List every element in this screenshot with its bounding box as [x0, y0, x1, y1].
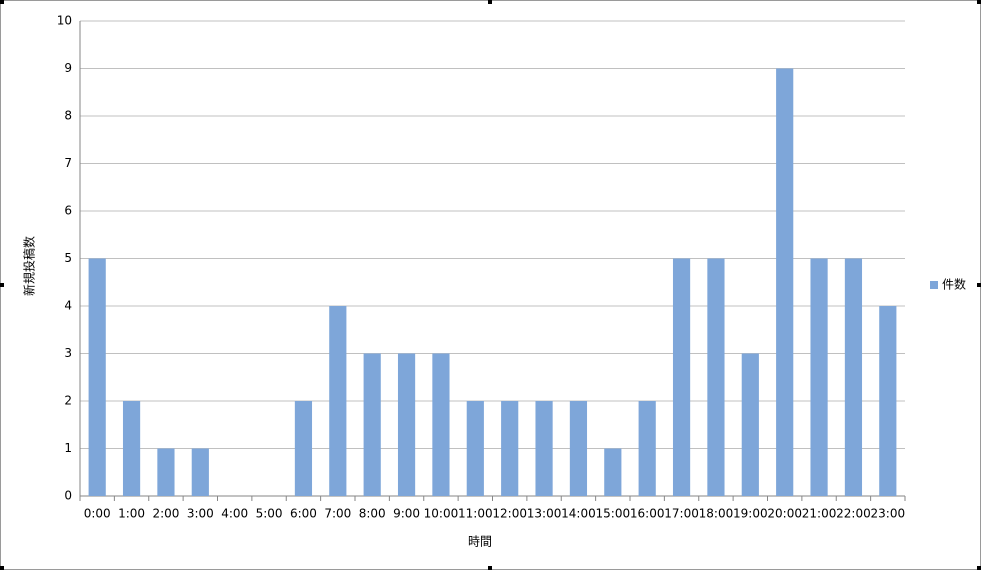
y-axis-title: 新規投稿数 [22, 236, 37, 296]
x-tick-label: 9:00 [393, 507, 420, 521]
y-tick-label: 9 [64, 61, 72, 75]
x-tick-label: 2:00 [152, 507, 179, 521]
x-tick-label: 18:00 [699, 507, 734, 521]
x-tick-label: 23:00 [871, 507, 906, 521]
bar [604, 448, 622, 496]
y-tick-label: 5 [64, 251, 72, 265]
bar [294, 401, 313, 496]
x-tick-label: 1:00 [118, 507, 145, 521]
x-tick-label: 21:00 [802, 507, 837, 521]
bar [432, 353, 450, 496]
x-tick-label: 19:00 [733, 507, 768, 521]
bar [88, 258, 106, 496]
y-tick-label: 8 [64, 109, 72, 123]
bar [741, 353, 759, 496]
x-tick-label: 10:00 [424, 507, 459, 521]
x-tick-label: 3:00 [187, 507, 214, 521]
legend-label: 件数 [942, 277, 966, 292]
y-tick-label: 10 [57, 14, 72, 28]
x-axis-title: 時間 [468, 535, 492, 549]
bar [776, 68, 794, 496]
bar [466, 401, 484, 496]
x-tick-label: 4:00 [221, 507, 248, 521]
y-tick-label: 4 [64, 299, 72, 313]
bar [363, 353, 381, 496]
bar [535, 401, 553, 496]
bar [638, 401, 656, 496]
x-tick-label: 8:00 [359, 507, 386, 521]
x-tick-label: 7:00 [324, 507, 351, 521]
x-tick-label: 16:00 [630, 507, 665, 521]
x-tick-label: 11:00 [458, 507, 493, 521]
x-tick-label: 22:00 [836, 507, 871, 521]
bar [191, 448, 209, 496]
y-tick-label: 0 [64, 489, 72, 503]
y-tick-label: 3 [64, 346, 72, 360]
bar [329, 306, 347, 496]
y-tick-label: 6 [64, 204, 72, 218]
x-tick-label: 12:00 [492, 507, 527, 521]
bar [501, 401, 519, 496]
bar [157, 448, 175, 496]
x-tick-label: 5:00 [256, 507, 283, 521]
y-tick-label: 7 [64, 156, 72, 170]
bar [844, 258, 863, 496]
x-tick-label: 15:00 [596, 507, 631, 521]
bar [879, 306, 897, 496]
bar [397, 353, 416, 496]
bar [810, 258, 828, 496]
x-tick-label: 13:00 [527, 507, 562, 521]
bar [672, 258, 691, 496]
bar [707, 258, 725, 496]
x-tick-label: 17:00 [664, 507, 699, 521]
y-tick-label: 1 [64, 441, 72, 455]
x-tick-label: 0:00 [84, 507, 111, 521]
bar [569, 401, 588, 496]
legend-swatch [930, 281, 938, 289]
x-tick-label: 6:00 [290, 507, 317, 521]
x-tick-label: 20:00 [767, 507, 802, 521]
bar [122, 401, 141, 496]
y-tick-label: 2 [64, 394, 72, 408]
x-tick-label: 14:00 [561, 507, 596, 521]
